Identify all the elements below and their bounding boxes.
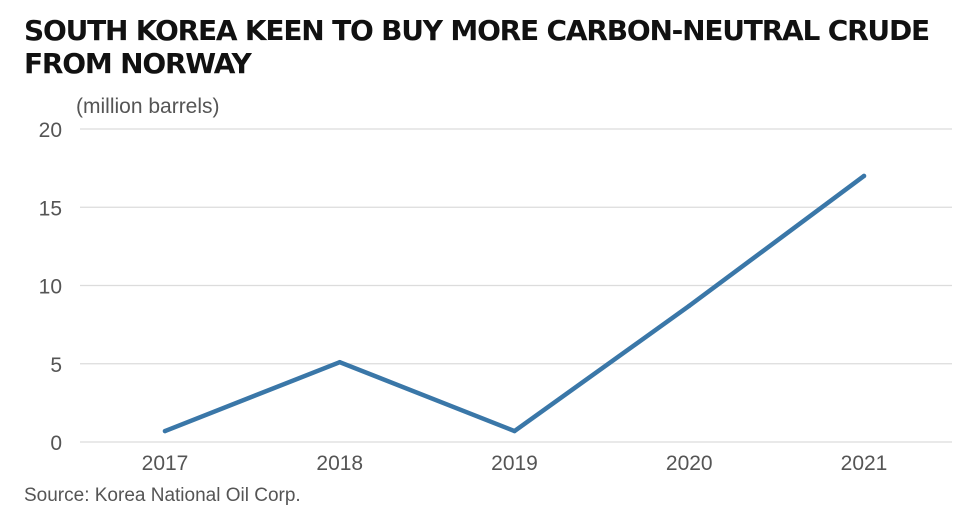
y-axis-unit-label: (million barrels) bbox=[76, 95, 220, 118]
data-point-2021 bbox=[861, 173, 867, 179]
x-tick-label-2019: 2019 bbox=[491, 452, 538, 475]
y-tick-label-5: 5 bbox=[50, 354, 62, 377]
x-tick-label-2021: 2021 bbox=[841, 452, 888, 475]
data-point-2017 bbox=[162, 428, 168, 434]
data-point-2019 bbox=[512, 428, 517, 434]
x-tick-label-2018: 2018 bbox=[316, 452, 363, 475]
x-tick-label-2017: 2017 bbox=[142, 452, 189, 475]
y-tick-label-0: 0 bbox=[50, 432, 62, 455]
data-point-2020 bbox=[687, 303, 692, 309]
source-note: Source: Korea National Oil Corp. bbox=[24, 485, 301, 506]
y-tick-label-15: 15 bbox=[39, 197, 62, 220]
series-line-0 bbox=[162, 173, 867, 434]
y-tick-label-20: 20 bbox=[39, 119, 62, 142]
chart-title: SOUTH KOREA KEEN TO BUY MORE CARBON-NEUT… bbox=[24, 14, 930, 80]
x-tick-label-2020: 2020 bbox=[666, 452, 713, 475]
y-tick-label-10: 10 bbox=[39, 276, 62, 299]
data-point-2018 bbox=[337, 359, 342, 365]
